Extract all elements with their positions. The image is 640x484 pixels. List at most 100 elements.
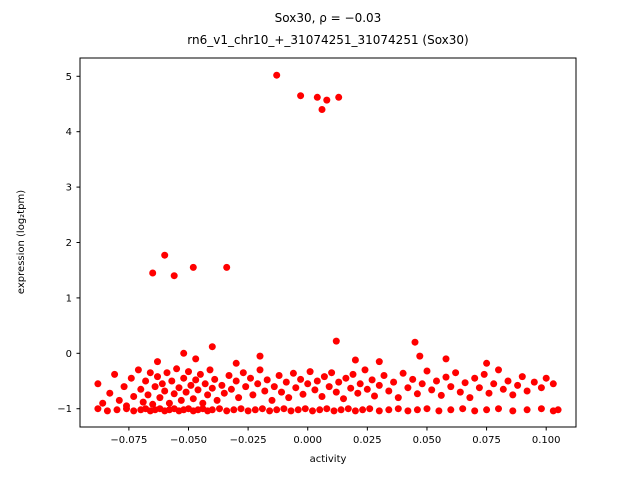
data-point <box>292 384 300 392</box>
data-point <box>144 391 152 399</box>
data-point <box>313 93 321 101</box>
data-point <box>509 407 517 415</box>
x-tick-label: −0.050 <box>170 435 207 446</box>
y-tick-label: 5 <box>66 72 72 83</box>
data-point <box>142 377 150 385</box>
plot-area-border <box>79 57 577 428</box>
data-point <box>192 376 200 384</box>
data-point <box>156 394 164 402</box>
data-point <box>189 263 197 271</box>
data-point <box>490 380 498 388</box>
data-point <box>149 269 157 277</box>
chart-title: Sox30, ρ = −0.03 <box>275 11 382 25</box>
data-point <box>127 374 135 382</box>
data-point <box>466 394 474 402</box>
data-point <box>294 406 302 414</box>
data-point <box>165 399 173 407</box>
data-point <box>301 405 309 413</box>
data-point <box>471 374 479 382</box>
data-point <box>211 375 219 383</box>
data-point <box>201 380 209 388</box>
x-tick-label: 0.050 <box>413 435 442 446</box>
x-tick-label: −0.025 <box>230 435 267 446</box>
data-point <box>297 92 305 100</box>
data-point <box>249 391 257 399</box>
x-tick-label: 0.000 <box>293 435 322 446</box>
x-axis-ticks: −0.075 −0.050 −0.025 0.000 0.025 0.050 0.075 0.… <box>110 427 561 446</box>
x-tick-label: 0.100 <box>532 435 561 446</box>
data-point <box>287 407 295 415</box>
data-point <box>413 390 421 398</box>
data-point <box>313 377 321 385</box>
data-point <box>495 405 502 413</box>
data-point <box>309 407 316 415</box>
data-point <box>416 352 424 360</box>
data-point <box>139 398 147 406</box>
data-point <box>371 392 378 400</box>
data-point <box>263 376 271 384</box>
data-point <box>113 406 121 414</box>
data-point <box>154 373 161 381</box>
y-tick-label: 0 <box>66 349 72 360</box>
data-point <box>375 407 383 415</box>
data-point <box>394 405 402 413</box>
data-point <box>275 372 283 379</box>
data-point <box>404 407 412 415</box>
data-point <box>323 405 331 413</box>
data-point <box>180 374 188 382</box>
data-point <box>232 377 240 385</box>
data-point <box>216 405 223 413</box>
data-point <box>154 358 161 366</box>
data-point <box>351 356 359 364</box>
data-point <box>149 400 157 408</box>
data-point <box>549 380 557 388</box>
data-point <box>480 370 488 378</box>
data-point <box>173 365 181 373</box>
data-point <box>375 358 383 366</box>
data-point <box>306 368 314 376</box>
data-point <box>375 381 383 389</box>
data-point <box>330 407 338 415</box>
data-point <box>385 387 393 395</box>
data-point <box>485 389 493 397</box>
data-point <box>435 407 443 415</box>
data-point <box>311 386 319 394</box>
data-point <box>447 383 455 391</box>
data-point <box>530 378 538 386</box>
data-point <box>208 384 216 392</box>
data-point <box>523 387 531 395</box>
data-point <box>542 374 550 382</box>
data-point <box>461 379 469 387</box>
data-point <box>475 384 483 392</box>
data-point <box>289 369 297 377</box>
x-tick-label: −0.075 <box>110 435 147 446</box>
data-point <box>349 370 357 378</box>
data-point <box>361 366 369 374</box>
data-point <box>94 405 102 413</box>
data-point <box>237 405 245 413</box>
data-point <box>447 406 455 414</box>
data-point <box>368 376 376 384</box>
data-point <box>428 386 436 394</box>
data-point <box>354 389 362 397</box>
data-point <box>177 396 185 404</box>
data-point <box>423 367 431 375</box>
data-point <box>483 406 491 414</box>
data-point <box>161 251 169 259</box>
data-point <box>514 381 522 389</box>
data-point <box>351 407 359 415</box>
data-point <box>323 96 331 104</box>
data-point <box>170 390 178 398</box>
y-axis-label: expression (log₂tpm) <box>16 190 27 294</box>
data-point <box>115 396 123 404</box>
data-point <box>328 369 336 377</box>
data-point <box>344 405 352 413</box>
data-point <box>320 373 328 381</box>
data-point <box>509 391 517 399</box>
data-point <box>146 369 154 377</box>
data-point <box>318 106 326 113</box>
data-point <box>347 384 355 392</box>
data-point <box>471 407 479 415</box>
data-point <box>340 395 347 403</box>
